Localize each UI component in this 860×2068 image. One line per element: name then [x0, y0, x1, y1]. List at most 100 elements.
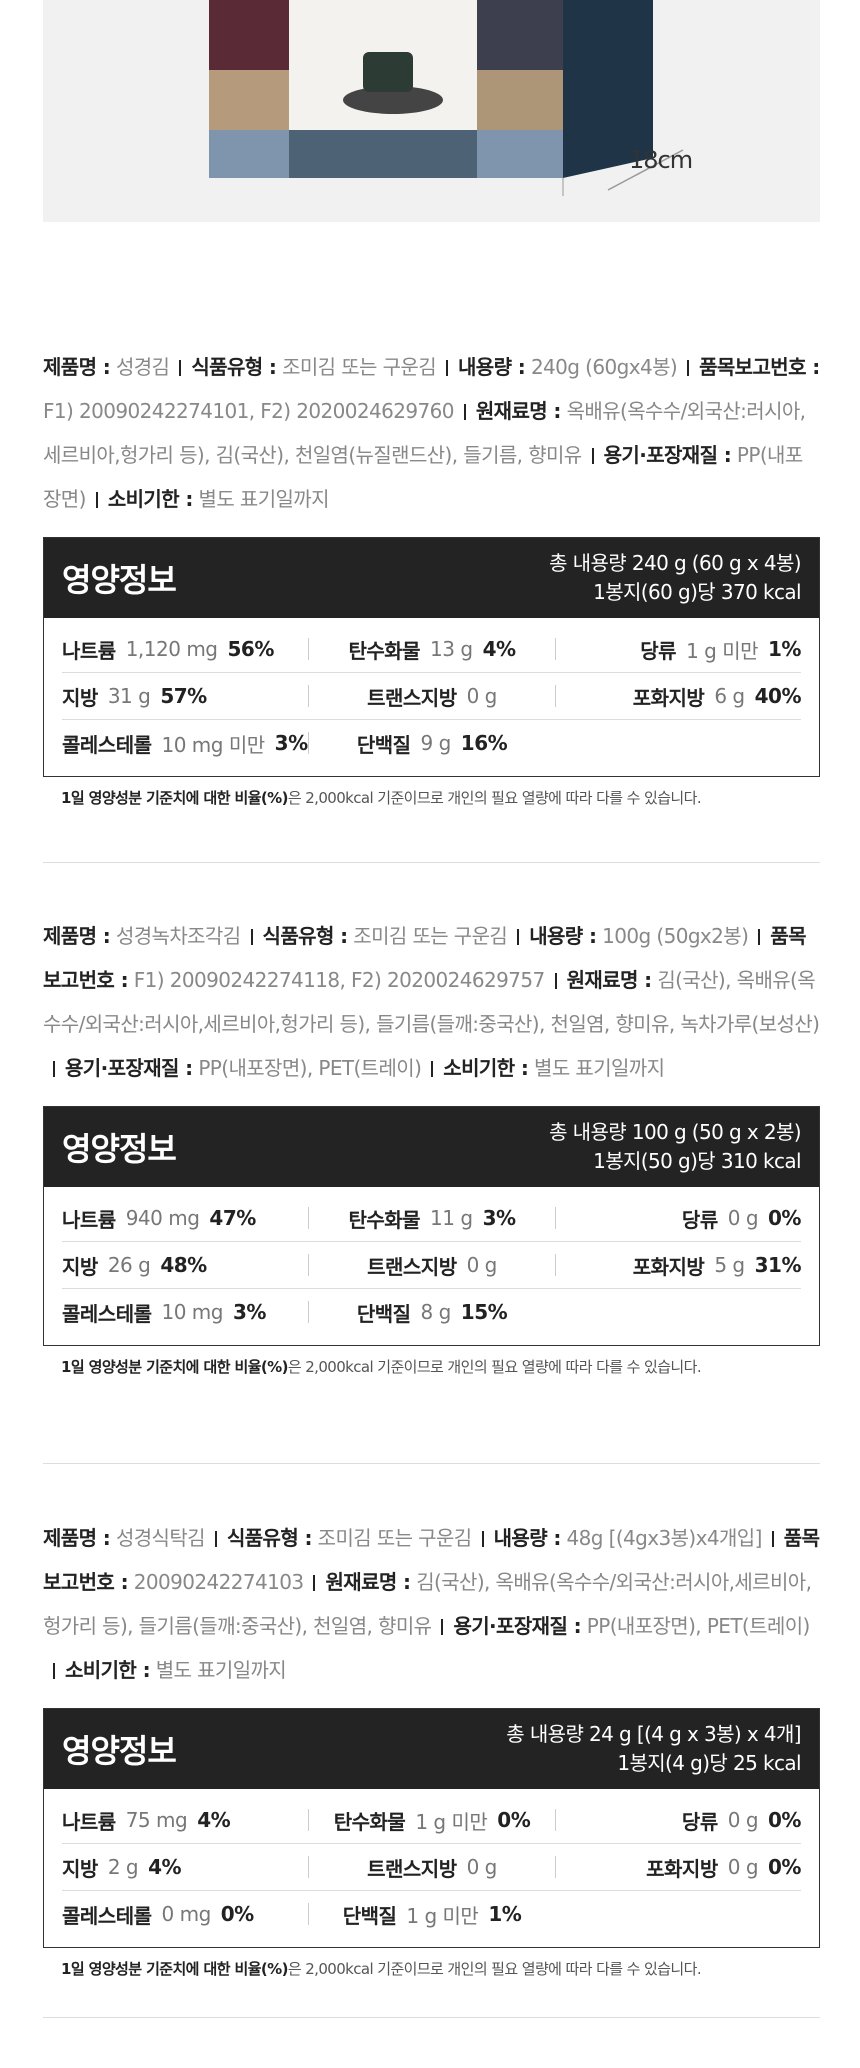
info-value: 조미김 또는 구운김: [353, 924, 508, 948]
nutrient-amount: 26 g: [107, 1253, 151, 1277]
total-amount: 총 내용량 100 g (50 g x 2봉): [549, 1120, 801, 1144]
nutrient-percent: 4%: [148, 1855, 182, 1879]
nutrient-percent: 4%: [482, 637, 516, 661]
info-value: 별도 표기일까지: [534, 1056, 665, 1080]
info-value: 20090242274103: [133, 1570, 304, 1594]
nutrient-cell: 나트륨 940 mg 47%: [62, 1204, 308, 1233]
nutrient-amount: 0 g: [466, 684, 498, 708]
nutrient-name: 포화지방: [646, 1856, 718, 1881]
nutrient-cell: 나트륨 1,120 mg 56%: [62, 635, 308, 664]
nutrient-cell: 포화지방 5 g 31%: [554, 1253, 801, 1279]
nutrient-name: 나트륨: [62, 638, 116, 663]
nutrient-cell: 당류 0 g 0%: [554, 1808, 801, 1834]
product-section: 제품명 : 성경김 식품유형 : 조미김 또는 구운김 내용량 : 240g (60…: [43, 345, 820, 808]
nutrient-amount: 8 g: [420, 1300, 452, 1324]
nutrient-amount: 1 g 미만: [406, 1903, 479, 1928]
total-amount: 총 내용량 24 g [(4 g x 3봉) x 4개]: [506, 1722, 801, 1746]
product-info: 제품명 : 성경식탁김 식품유형 : 조미김 또는 구운김 내용량 : 48g [(…: [43, 1516, 820, 1692]
footnote-text: 은 2,000kcal 기준이므로 개인의 필요 열량에 따라 다를 수 있습니…: [287, 789, 702, 807]
nutrient-amount: 0 g: [466, 1855, 498, 1879]
info-value: PP(내포장면): [43, 443, 803, 511]
nutrient-cell: 탄수화물 1 g 미만 0%: [308, 1808, 554, 1834]
nutrient-amount: 10 mg: [161, 1300, 224, 1324]
product-info: 제품명 : 성경녹차조각김 식품유형 : 조미김 또는 구운김 내용량 : 100g…: [43, 914, 820, 1090]
nutrient-name: 당류: [640, 638, 677, 663]
nutrient-name: 당류: [681, 1207, 718, 1232]
nutrient-percent: 1%: [488, 1902, 522, 1926]
info-label: 품목보고번호 :: [43, 1526, 820, 1594]
info-value: 성경식탁김: [115, 1526, 206, 1550]
nutrient-cell: 콜레스테롤 0 mg 0%: [62, 1900, 308, 1929]
footnote-bold: 1일 영양성분 기준치에 대한 비율(%): [61, 1960, 288, 1978]
nutrient-cell: 트랜스지방 0 g: [308, 1253, 554, 1279]
nutrient-name: 나트륨: [62, 1809, 116, 1834]
nutrient-cell: 당류 0 g 0%: [554, 1206, 801, 1232]
product-image: 18cm: [43, 0, 820, 222]
nutrient-amount: 0 g: [466, 1253, 498, 1277]
info-label: 소비기한 :: [443, 1056, 529, 1080]
info-label: 원재료명 :: [566, 968, 653, 992]
footnote: 1일 영양성분 기준치에 대한 비율(%)은 2,000kcal 기준이므로 개…: [43, 1958, 820, 1979]
nutrient-percent: 48%: [160, 1253, 207, 1277]
info-value: 별도 표기일까지: [198, 487, 330, 511]
info-item: 내용량 : 48g [(4gx3봉)x4개입]: [472, 1526, 763, 1550]
info-item: 소비기한 : 별도 표기일까지: [43, 1658, 287, 1682]
nutrient-row: 나트륨 1,120 mg 56% 탄수화물 13 g 4% 당류 1 g 미만 1%: [62, 626, 801, 672]
info-value: 240g (60gx4봉): [530, 355, 678, 379]
info-item: 용기·포장재질 : PP(내포장면): [43, 443, 803, 511]
nutrient-amount: 1,120 mg: [125, 637, 218, 661]
nutrient-percent: 47%: [209, 1206, 256, 1230]
nutrient-name: 트랜스지방: [367, 1254, 457, 1279]
info-item: 식품유형 : 조미김 또는 구운김: [205, 1526, 472, 1550]
nutrition-table: 영양정보 총 내용량 24 g [(4 g x 3봉) x 4개] 1봉지(4 g)…: [43, 1708, 820, 1948]
info-label: 용기·포장재질 :: [453, 1614, 582, 1638]
nutrient-amount: 6 g: [714, 684, 745, 708]
info-label: 용기·포장재질 :: [603, 443, 732, 467]
info-item: 식품유형 : 조미김 또는 구운김: [169, 355, 436, 379]
nutrient-amount: 1 g 미만: [415, 1809, 488, 1834]
nutrient-cell: 당류 1 g 미만 1%: [554, 637, 801, 663]
nutrient-name: 트랜스지방: [367, 1856, 457, 1881]
info-item: 소비기한 : 별도 표기일까지: [86, 487, 330, 511]
nutrient-percent: 0%: [768, 1855, 801, 1879]
info-value: F1) 20090242274118, F2) 2020024629757: [133, 968, 545, 992]
nutrient-amount: 0 g: [727, 1206, 759, 1230]
info-label: 품목보고번호 :: [43, 924, 806, 992]
nutrient-cell: 단백질 8 g 15%: [308, 1300, 554, 1326]
info-value: 조미김 또는 구운김: [317, 1526, 473, 1550]
nutrient-cell: 단백질 1 g 미만 1%: [308, 1902, 554, 1928]
serving-calories: 1봉지(4 g)당 25 kcal: [617, 1751, 801, 1775]
nutrient-name: 지방: [62, 1856, 98, 1881]
nutrition-body: 나트륨 75 mg 4% 탄수화물 1 g 미만 0% 당류 0 g 0% 지방 2 g 4% 트랜스지…: [44, 1789, 819, 1947]
nutrient-name: 나트륨: [62, 1207, 116, 1232]
info-value: 48g [(4gx3봉)x4개입]: [566, 1526, 763, 1550]
nutrient-row: 나트륨 940 mg 47% 탄수화물 11 g 3% 당류 0 g 0%: [62, 1195, 801, 1241]
nutrient-cell: 지방 26 g 48%: [62, 1251, 308, 1280]
info-item: 식품유형 : 조미김 또는 구운김: [241, 924, 508, 948]
nutrient-percent: 3%: [232, 1300, 266, 1324]
nutrient-row: 나트륨 75 mg 4% 탄수화물 1 g 미만 0% 당류 0 g 0%: [62, 1797, 801, 1843]
nutrient-amount: 1 g 미만: [686, 638, 759, 663]
nutrient-cell: 트랜스지방 0 g: [308, 1855, 554, 1881]
info-value: 김(국산), 옥배유(옥수수/외국산:러시아,세르비아,헝가리 등), 들기름(…: [43, 1570, 812, 1638]
footnote-text: 은 2,000kcal 기준이므로 개인의 필요 열량에 따라 다를 수 있습니…: [287, 1358, 702, 1376]
nutrient-name: 탄수화물: [333, 1809, 406, 1834]
info-item: 제품명 : 성경녹차조각김: [43, 924, 241, 948]
nutrition-table: 영양정보 총 내용량 240 g (60 g x 4봉) 1봉지(60 g)당 37…: [43, 537, 820, 777]
info-item: 제품명 : 성경김: [43, 355, 170, 379]
nutrient-amount: 940 mg: [125, 1206, 200, 1230]
nutrient-name: 탄수화물: [348, 1207, 421, 1232]
info-item: 용기·포장재질 : PP(내포장면), PET(트레이): [431, 1614, 810, 1638]
info-label: 제품명 :: [43, 355, 111, 379]
info-value: 별도 표기일까지: [155, 1658, 287, 1682]
info-value: 김(국산), 옥배유(옥수수/외국산:러시아,세르비아,헝가리 등), 들기름(…: [43, 968, 820, 1036]
info-label: 원재료명 :: [475, 399, 562, 423]
nutrient-name: 콜레스테롤: [62, 1903, 152, 1928]
nutrient-row: 지방 26 g 48% 트랜스지방 0 g 포화지방 5 g 31%: [62, 1241, 801, 1288]
nutrition-body: 나트륨 1,120 mg 56% 탄수화물 13 g 4% 당류 1 g 미만 1% 지방 31 g…: [44, 618, 819, 776]
nutrition-summary: 총 내용량 100 g (50 g x 2봉) 1봉지(50 g)당 310 kc…: [549, 1118, 801, 1176]
nutrient-amount: 31 g: [107, 684, 151, 708]
nutrition-summary: 총 내용량 24 g [(4 g x 3봉) x 4개] 1봉지(4 g)당 25…: [506, 1720, 801, 1778]
nutrient-amount: 11 g: [430, 1206, 473, 1230]
